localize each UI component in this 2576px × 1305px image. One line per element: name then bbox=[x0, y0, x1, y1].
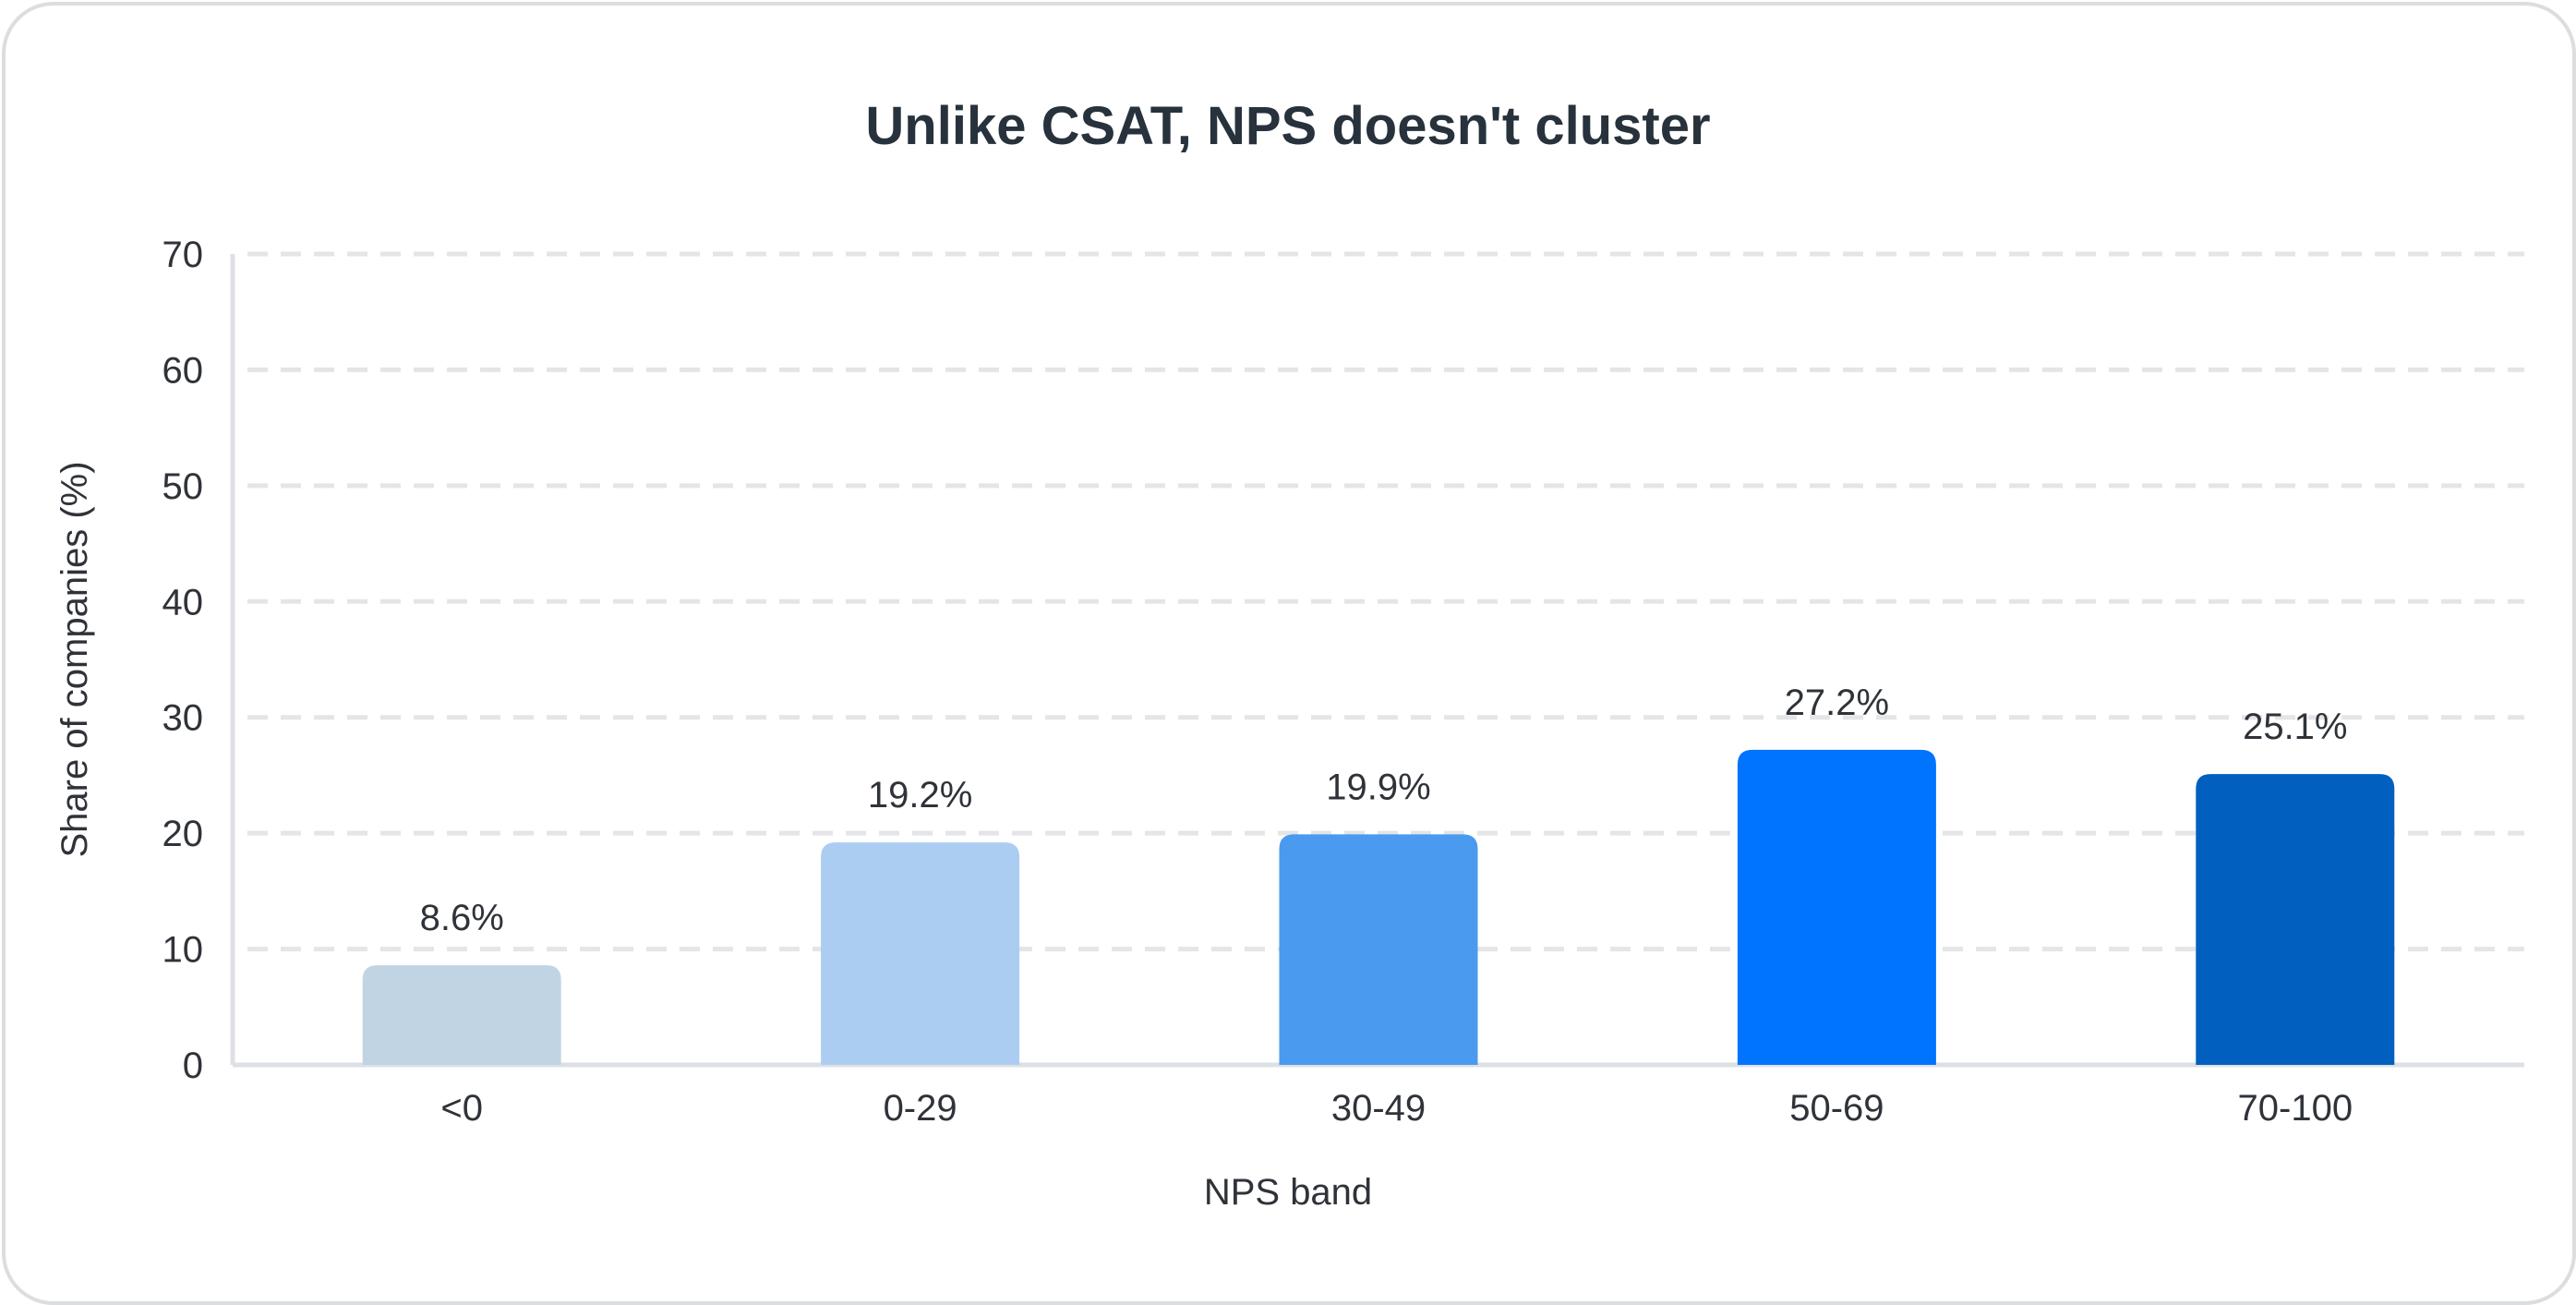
bar-0-29 bbox=[821, 842, 1020, 1065]
y-tick-label: 20 bbox=[163, 814, 204, 854]
y-tick-label: 50 bbox=[163, 466, 204, 507]
data-label: 25.1% bbox=[2243, 707, 2347, 747]
data-label: 8.6% bbox=[420, 898, 504, 938]
bar-0lt0 bbox=[362, 965, 561, 1065]
chart-title: Unlike CSAT, NPS doesn't cluster bbox=[865, 96, 1710, 156]
data-label: 19.9% bbox=[1326, 767, 1430, 807]
grid-lines bbox=[247, 251, 2524, 952]
x-tick-label: <0 bbox=[440, 1088, 483, 1129]
y-tick-label: 0 bbox=[183, 1045, 203, 1086]
y-tick-label: 60 bbox=[163, 350, 204, 391]
bar-30-49 bbox=[1279, 834, 1478, 1065]
y-axis-label: Share of companies (%) bbox=[54, 461, 95, 857]
data-label: 27.2% bbox=[1785, 683, 1889, 723]
x-tick-labels: <0 0-29 30-49 50-69 70-100 bbox=[440, 1088, 2353, 1129]
data-label: 19.2% bbox=[868, 775, 972, 816]
bar-50-69 bbox=[1737, 749, 1936, 1065]
bar-70-100 bbox=[2196, 774, 2395, 1065]
x-tick-label: 30-49 bbox=[1331, 1088, 1426, 1129]
y-tick-labels: 0 10 20 30 40 50 60 70 bbox=[163, 235, 204, 1086]
data-labels: 8.6% 19.2% 19.9% 27.2% 25.1% bbox=[420, 683, 2348, 938]
y-tick-label: 70 bbox=[163, 235, 204, 275]
x-axis-label: NPS band bbox=[1204, 1172, 1372, 1213]
x-tick-label: 0-29 bbox=[884, 1088, 957, 1129]
x-tick-label: 50-69 bbox=[1789, 1088, 1884, 1129]
bars bbox=[362, 749, 2395, 1065]
y-tick-label: 10 bbox=[163, 930, 204, 971]
y-tick-label: 30 bbox=[163, 698, 204, 739]
y-tick-label: 40 bbox=[163, 582, 204, 622]
x-tick-label: 70-100 bbox=[2238, 1088, 2353, 1129]
